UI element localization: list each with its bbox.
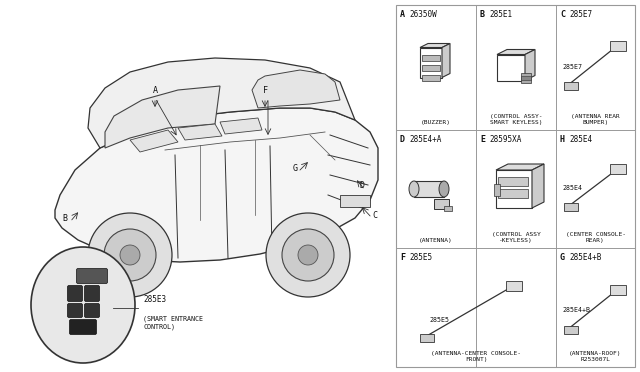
Text: 285E7: 285E7 [563,64,582,70]
FancyBboxPatch shape [84,285,99,301]
Polygon shape [178,124,222,140]
Polygon shape [252,70,340,108]
Text: 285E5: 285E5 [409,253,432,262]
Text: 285E4: 285E4 [563,185,582,191]
Polygon shape [420,44,450,48]
Text: E: E [480,135,485,144]
Bar [444,206,452,211]
Polygon shape [497,55,525,80]
Polygon shape [532,164,544,208]
Text: D: D [400,135,405,144]
Polygon shape [442,44,450,77]
Text: 285E1: 285E1 [489,10,512,19]
Text: 285E4+A: 285E4+A [409,135,442,144]
Text: (ANTENNA-CENTER CONSOLE-
FRONT): (ANTENNA-CENTER CONSOLE- FRONT) [431,351,521,362]
Bar [506,280,522,291]
FancyBboxPatch shape [84,304,99,317]
Text: 28595XA: 28595XA [489,135,522,144]
Polygon shape [105,86,220,148]
Bar [563,326,577,334]
FancyBboxPatch shape [67,304,83,317]
Polygon shape [55,108,378,262]
Polygon shape [88,58,355,148]
Bar [422,55,440,61]
Text: (ANTENNA-ROOF)
R253007L: (ANTENNA-ROOF) R253007L [569,351,621,362]
Text: 285E3: 285E3 [143,295,166,305]
Text: G: G [292,164,298,173]
Polygon shape [525,49,535,80]
Text: (CONTROL ASSY-
SMART KEYLESS): (CONTROL ASSY- SMART KEYLESS) [490,114,542,125]
Text: G: G [560,253,565,262]
Bar [414,181,444,197]
Bar [434,199,449,209]
Text: (CONTROL ASSY
-KEYLESS): (CONTROL ASSY -KEYLESS) [492,232,540,243]
Bar [563,81,577,90]
Circle shape [282,229,334,281]
Text: 285E7: 285E7 [569,10,592,19]
Circle shape [104,229,156,281]
Polygon shape [420,48,442,77]
Text: (BUZZER): (BUZZER) [421,120,451,125]
Text: (ANTENNA REAR
BUMPER): (ANTENNA REAR BUMPER) [571,114,620,125]
Bar [340,195,370,207]
Polygon shape [497,49,535,55]
Ellipse shape [409,181,419,197]
Bar [521,73,531,83]
Bar [422,64,440,71]
Text: F: F [262,86,268,94]
Bar [498,177,528,186]
Bar [494,184,500,196]
Text: A: A [400,10,405,19]
Text: 285E4+B: 285E4+B [569,253,602,262]
Circle shape [298,245,318,265]
Bar [609,285,625,295]
Bar [420,334,434,341]
Bar [563,203,577,211]
Circle shape [88,213,172,297]
Polygon shape [496,164,544,170]
Text: D: D [360,180,365,189]
Text: (ANTENNA): (ANTENNA) [419,238,453,243]
Ellipse shape [31,247,135,363]
Text: 285E4+B: 285E4+B [563,308,591,314]
Text: (SMART ENTRANCE
CONTROL): (SMART ENTRANCE CONTROL) [143,315,203,330]
Polygon shape [496,170,532,208]
Polygon shape [130,130,178,152]
Text: A: A [152,86,157,94]
Bar [498,189,528,198]
Bar [422,74,440,80]
Bar [521,76,531,80]
Text: C: C [560,10,565,19]
Text: F: F [400,253,405,262]
Text: B: B [63,214,67,222]
Circle shape [266,213,350,297]
Bar [396,5,635,367]
Bar [609,41,625,51]
FancyBboxPatch shape [70,320,97,334]
Ellipse shape [439,181,449,197]
Text: H: H [560,135,565,144]
Bar [609,164,625,174]
Text: 26350W: 26350W [409,10,436,19]
FancyBboxPatch shape [67,285,83,301]
Text: C: C [372,211,378,219]
Text: B: B [480,10,485,19]
Text: 285E5: 285E5 [429,317,449,324]
Polygon shape [220,118,262,134]
Circle shape [120,245,140,265]
FancyBboxPatch shape [77,269,108,283]
Text: 285E4: 285E4 [569,135,592,144]
Text: (CENTER CONSOLE-
REAR): (CENTER CONSOLE- REAR) [566,232,625,243]
